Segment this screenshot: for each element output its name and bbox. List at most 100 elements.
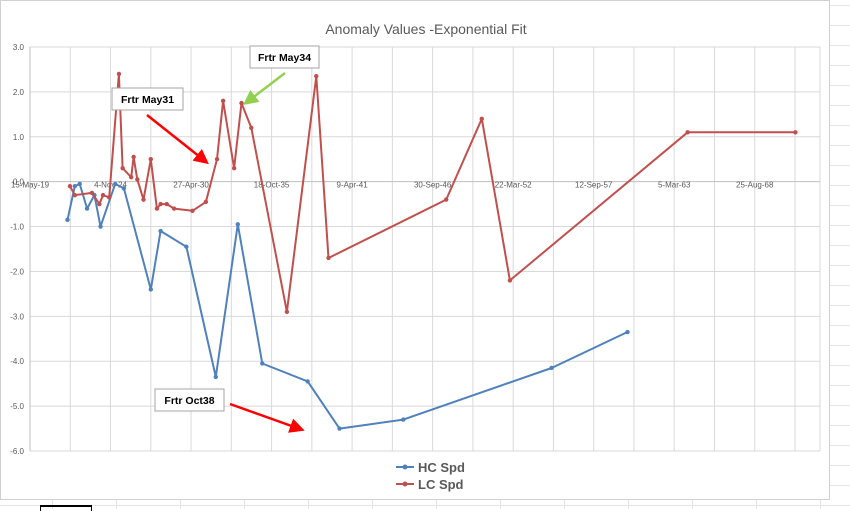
legend: HC Spd LC Spd <box>396 460 465 492</box>
data-point[interactable] <box>128 174 134 180</box>
data-point[interactable] <box>113 181 118 187</box>
series-line <box>69 72 796 313</box>
data-point[interactable] <box>158 228 163 234</box>
data-point[interactable] <box>326 255 331 261</box>
data-point[interactable] <box>84 206 90 211</box>
data-point[interactable] <box>131 154 136 160</box>
data-point[interactable] <box>314 73 319 79</box>
data-point[interactable] <box>121 186 127 191</box>
data-point[interactable] <box>89 190 95 196</box>
data-point[interactable] <box>190 208 195 214</box>
y-tick-label: -4.0 <box>10 357 24 366</box>
annotation-arrow <box>243 72 286 106</box>
annotation-callout: Frtr May34 <box>243 45 320 106</box>
series-line <box>66 182 628 430</box>
data-point[interactable] <box>72 183 78 189</box>
data-point[interactable] <box>231 166 237 171</box>
y-tick-label: 0.0 <box>13 178 25 187</box>
selected-cell[interactable] <box>40 505 92 511</box>
data-point[interactable] <box>171 206 177 211</box>
data-point[interactable] <box>141 197 146 202</box>
annotation-box[interactable] <box>111 87 184 111</box>
series-layer <box>65 71 798 431</box>
annotation-callout: Frtr Oct38 <box>154 388 305 433</box>
annotation-callout: Frtr May31 <box>111 87 209 165</box>
data-point[interactable] <box>203 199 209 205</box>
y-tick-label: -2.0 <box>10 267 24 276</box>
chart-title: Anomaly Values -Exponential Fit <box>325 21 526 37</box>
y-tick-label: 2.0 <box>13 88 25 97</box>
x-tick-label: 30-Sep-46 <box>414 181 452 190</box>
annotation-text: Frtr May34 <box>258 52 311 64</box>
legend-marker <box>402 481 408 487</box>
data-point[interactable] <box>72 192 78 198</box>
annotation-box[interactable] <box>154 388 225 412</box>
annotation-text: Frtr Oct38 <box>164 395 214 407</box>
data-point[interactable] <box>549 365 554 371</box>
data-point[interactable] <box>120 166 125 171</box>
data-point[interactable] <box>164 201 169 207</box>
x-tick-label: 22-Mar-52 <box>495 181 532 190</box>
legend-label: HC Spd <box>418 460 465 475</box>
y-tick-label: -3.0 <box>10 312 24 321</box>
data-point[interactable] <box>148 287 153 292</box>
annotation-text: Frtr May31 <box>121 94 174 106</box>
data-point[interactable] <box>97 201 102 207</box>
data-point[interactable] <box>507 278 513 283</box>
annotation-box[interactable] <box>249 45 320 69</box>
data-point[interactable] <box>213 374 218 380</box>
data-point[interactable] <box>793 130 798 135</box>
legend-label: LC Spd <box>418 477 464 492</box>
data-point[interactable] <box>401 417 406 422</box>
vertical-gridlines <box>29 47 821 451</box>
y-tick-label: -6.0 <box>10 447 24 456</box>
annotation-arrow <box>146 114 209 165</box>
y-axis: 3.0 2.0 1.0 0.0 -1.0 -2.0 -3.0 -4.0 -5.0 -6.0 <box>10 43 31 456</box>
data-point[interactable] <box>106 195 112 200</box>
data-point[interactable] <box>148 157 153 162</box>
y-tick-label: -5.0 <box>10 402 24 411</box>
x-tick-label: 9-Apr-41 <box>337 181 369 190</box>
chart-area[interactable] <box>0 0 830 500</box>
x-tick-label: 15-May-19 <box>11 181 50 190</box>
data-point[interactable] <box>154 206 160 211</box>
legend-entry[interactable]: HC Spd <box>396 460 465 475</box>
legend-entry[interactable]: LC Spd <box>396 477 464 492</box>
data-point[interactable] <box>235 222 240 227</box>
series-hc-spd <box>65 181 630 431</box>
data-point[interactable] <box>443 197 449 202</box>
data-point[interactable] <box>77 181 82 187</box>
y-tick-label: 3.0 <box>13 43 25 52</box>
data-point[interactable] <box>305 379 310 384</box>
data-point[interactable] <box>260 361 265 366</box>
legend-marker <box>402 464 408 470</box>
data-point[interactable] <box>184 244 189 249</box>
data-point[interactable] <box>67 183 73 189</box>
y-tick-label: -1.0 <box>10 223 24 232</box>
x-tick-label: 25-Aug-68 <box>736 181 774 190</box>
data-point[interactable] <box>65 217 70 223</box>
data-point[interactable] <box>249 125 254 130</box>
y-tick-label: 1.0 <box>13 133 25 142</box>
data-point[interactable] <box>135 177 140 182</box>
data-point[interactable] <box>284 309 290 315</box>
annotation-arrow <box>229 402 305 433</box>
data-point[interactable] <box>100 192 106 198</box>
data-point[interactable] <box>479 116 484 122</box>
data-point[interactable] <box>116 71 122 77</box>
data-point[interactable] <box>214 157 220 162</box>
x-tick-label: 18-Oct-35 <box>254 181 290 190</box>
data-point[interactable] <box>337 426 342 431</box>
x-tick-label: 12-Sep-57 <box>575 181 613 190</box>
annotation-layer: Frtr May34 Frtr May31 Frtr Oct38 <box>111 45 320 433</box>
series-lc-spd <box>67 71 798 315</box>
data-point[interactable] <box>625 329 630 335</box>
x-tick-label: 27-Apr-30 <box>173 181 209 190</box>
data-point[interactable] <box>98 224 103 229</box>
data-point[interactable] <box>685 130 690 135</box>
x-tick-label: 5-Mar-63 <box>658 181 691 190</box>
data-point[interactable] <box>220 98 226 104</box>
data-point[interactable] <box>158 201 163 207</box>
data-point[interactable] <box>239 100 244 106</box>
